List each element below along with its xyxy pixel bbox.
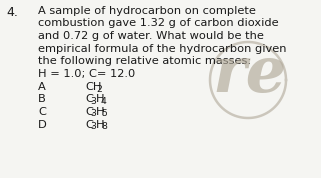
Text: the following relative atomic masses:: the following relative atomic masses:: [38, 56, 251, 66]
Text: H: H: [96, 119, 104, 130]
Text: 2: 2: [96, 85, 102, 93]
Text: D: D: [38, 119, 47, 130]
Text: CH: CH: [85, 82, 101, 92]
Text: A sample of hydrocarbon on complete: A sample of hydrocarbon on complete: [38, 6, 256, 16]
Text: 5: 5: [101, 109, 107, 119]
Text: 3: 3: [91, 97, 96, 106]
Text: re: re: [213, 44, 287, 106]
Text: 4: 4: [101, 97, 107, 106]
Text: C: C: [85, 119, 93, 130]
Text: C: C: [85, 95, 93, 104]
Text: C: C: [85, 107, 93, 117]
Text: 3: 3: [91, 122, 96, 131]
Text: 8: 8: [101, 122, 107, 131]
Text: A: A: [38, 82, 46, 92]
Text: combustion gave 1.32 g of carbon dioxide: combustion gave 1.32 g of carbon dioxide: [38, 19, 279, 28]
Text: 3: 3: [91, 109, 96, 119]
Text: H = 1.0; C= 12.0: H = 1.0; C= 12.0: [38, 69, 135, 78]
Text: H: H: [96, 95, 104, 104]
Text: H: H: [96, 107, 104, 117]
Text: 4.: 4.: [6, 6, 18, 19]
Text: and 0.72 g of water. What would be the: and 0.72 g of water. What would be the: [38, 31, 264, 41]
Text: empirical formula of the hydrocarbon given: empirical formula of the hydrocarbon giv…: [38, 43, 287, 54]
Text: B: B: [38, 95, 46, 104]
Text: C: C: [38, 107, 46, 117]
